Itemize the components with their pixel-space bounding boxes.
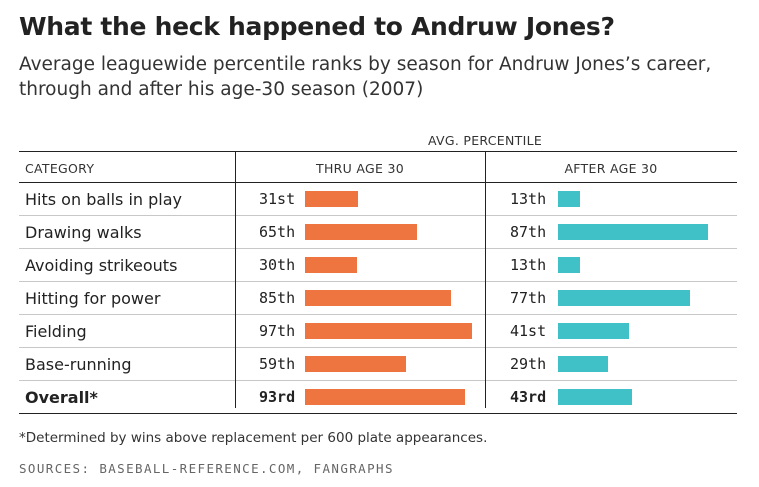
bar-thru-hitting-for-power — [305, 290, 452, 306]
bar-thru-base-running — [305, 356, 407, 372]
data-label-thru-hitting-for-power: 85th — [259, 289, 296, 307]
bar-thru-hits-on-balls-in-play — [305, 191, 359, 207]
data-label-thru-drawing-walks: 65th — [259, 223, 296, 241]
category-label-base-running: Base-running — [25, 355, 132, 374]
data-label-after-hitting-for-power: 77th — [510, 289, 547, 307]
percentile-table: CATEGORY THRU AGE 30 AFTER AGE 30 Hits o… — [19, 151, 737, 414]
category-label-avoiding-strikeouts: Avoiding strikeouts — [25, 256, 178, 275]
data-label-thru-avoiding-strikeouts: 30th — [259, 256, 296, 274]
table-row: Drawing walks 65th 87th — [19, 216, 737, 249]
data-label-thru-fielding: 97th — [259, 322, 296, 340]
bar-after-hitting-for-power — [558, 290, 691, 306]
data-label-after-hits-on-balls-in-play: 13th — [510, 190, 547, 208]
sources: SOURCES: BASEBALL-REFERENCE.COM, FANGRAP… — [19, 461, 394, 476]
data-label-thru-overall: 93rd — [259, 388, 296, 406]
header-after-age-30: AFTER AGE 30 — [564, 161, 658, 176]
data-label-thru-hits-on-balls-in-play: 31st — [259, 190, 296, 208]
bar-after-avoiding-strikeouts — [558, 257, 581, 273]
bar-after-base-running — [558, 356, 608, 372]
table-row: Hits on balls in play 31st 13th — [19, 183, 737, 216]
table-row: Overall* 93rd 43rd — [19, 381, 737, 414]
data-label-after-fielding: 41st — [510, 322, 547, 340]
category-label-hits-on-balls-in-play: Hits on balls in play — [25, 190, 183, 209]
bar-after-hits-on-balls-in-play — [558, 191, 581, 207]
header-thru-age-30: THRU AGE 30 — [316, 161, 404, 176]
table-row: Hitting for power 85th 77th — [19, 282, 737, 315]
table-row: Avoiding strikeouts 30th 13th — [19, 249, 737, 282]
group-header: AVG. PERCENTILE — [427, 133, 543, 148]
data-label-after-drawing-walks: 87th — [510, 223, 547, 241]
table-row: Fielding 97th 41st — [19, 315, 737, 348]
category-label-drawing-walks: Drawing walks — [25, 223, 142, 242]
bar-thru-overall — [305, 389, 465, 405]
bar-thru-avoiding-strikeouts — [305, 257, 357, 273]
bar-after-drawing-walks — [558, 224, 708, 240]
chart-title: What the heck happened to Andruw Jones? — [19, 12, 615, 41]
table-row: Base-running 59th 29th — [19, 348, 737, 381]
footnote: *Determined by wins above replacement pe… — [19, 430, 488, 446]
category-label-hitting-for-power: Hitting for power — [25, 289, 161, 308]
bar-after-fielding — [558, 323, 629, 339]
data-label-thru-base-running: 59th — [259, 355, 296, 373]
data-label-after-avoiding-strikeouts: 13th — [510, 256, 547, 274]
chart-subtitle: Average leaguewide percentile ranks by s… — [19, 54, 712, 100]
table-body: Hits on balls in play 31st 13th Drawing wal… — [19, 183, 737, 414]
header-row: CATEGORY THRU AGE 30 AFTER AGE 30 — [19, 151, 737, 183]
bar-thru-fielding — [305, 323, 472, 339]
bar-after-overall — [558, 389, 632, 405]
divider-left — [235, 151, 236, 408]
bar-thru-drawing-walks — [305, 224, 417, 240]
data-label-after-overall: 43rd — [510, 388, 547, 406]
data-label-after-base-running: 29th — [510, 355, 547, 373]
category-label-fielding: Fielding — [25, 322, 87, 341]
category-label-overall: Overall* — [25, 388, 98, 407]
divider-middle — [485, 151, 486, 408]
header-category: CATEGORY — [25, 161, 95, 176]
